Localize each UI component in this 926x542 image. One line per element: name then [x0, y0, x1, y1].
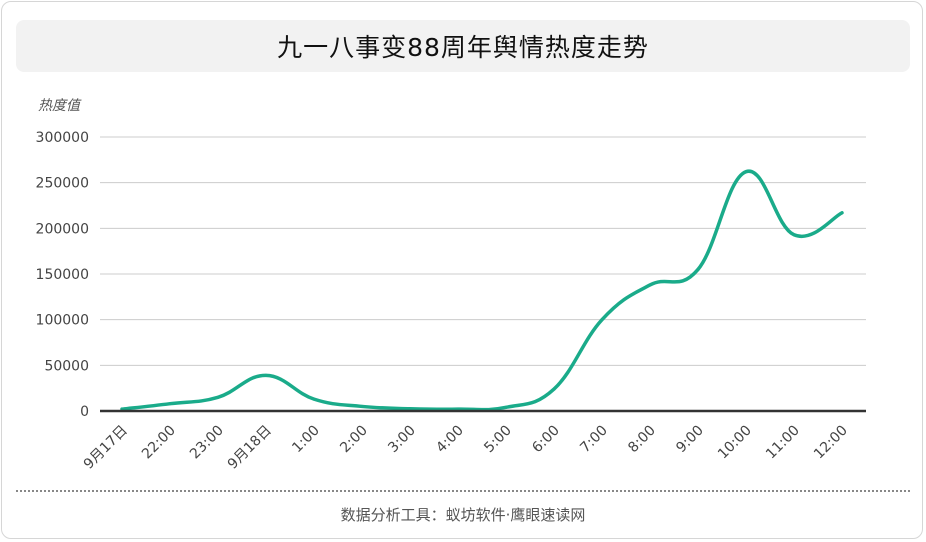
data-point: [648, 283, 652, 287]
data-point: [504, 405, 508, 409]
x-tick-label: 10:00: [715, 423, 755, 463]
data-point: [264, 373, 268, 377]
data-point: [408, 407, 412, 411]
x-tick-label: 4:00: [433, 423, 467, 457]
data-point: [792, 233, 796, 237]
x-tick-label: 5:00: [481, 423, 515, 457]
footer-source: 数据分析工具：蚁坊软件·鹰眼速读网: [340, 506, 586, 524]
data-points: [120, 170, 844, 411]
y-tick-label: 300000: [36, 130, 89, 146]
y-tick-label: 0: [80, 404, 89, 420]
x-tick-label: 2:00: [337, 423, 371, 457]
grid-lines: [100, 136, 866, 366]
x-tick-label: 22:00: [139, 423, 179, 463]
data-point: [744, 170, 748, 174]
data-point: [552, 387, 556, 391]
x-tick-label: 9月18日: [225, 423, 275, 473]
x-tick-label: 23:00: [187, 423, 227, 463]
y-tick-label: 50000: [44, 358, 89, 374]
x-tick-label: 9月17日: [81, 423, 131, 473]
x-tick-label: 9:00: [673, 423, 707, 457]
data-point: [840, 211, 844, 215]
series-line: [120, 169, 844, 412]
data-point: [696, 267, 700, 271]
x-tick-label: 11:00: [763, 423, 803, 463]
x-tick-label: 1:00: [289, 423, 323, 457]
footer-divider: [16, 490, 910, 492]
title-bar: 九一八事变88周年舆情热度走势: [16, 20, 910, 72]
x-tick-label: 8:00: [625, 423, 659, 457]
data-point: [600, 318, 604, 322]
y-tick-label: 100000: [36, 313, 89, 329]
x-tick-label: 7:00: [577, 423, 611, 457]
data-point: [360, 404, 364, 408]
y-tick-label: 200000: [36, 221, 89, 237]
x-tick-label: 12:00: [811, 423, 851, 463]
y-tick-label: 150000: [36, 267, 89, 283]
chart-title: 九一八事变88周年舆情热度走势: [277, 33, 649, 62]
data-point: [168, 402, 172, 406]
x-tick-label: 3:00: [385, 423, 419, 457]
y-tick-label: 250000: [36, 176, 89, 192]
y-axis-label: 热度值: [38, 98, 82, 114]
data-point: [312, 397, 316, 401]
data-point: [216, 395, 220, 399]
x-tick-label: 6:00: [529, 423, 563, 457]
y-tick-labels: 0 50000 100000 150000 200000 250000 300000: [36, 130, 89, 420]
